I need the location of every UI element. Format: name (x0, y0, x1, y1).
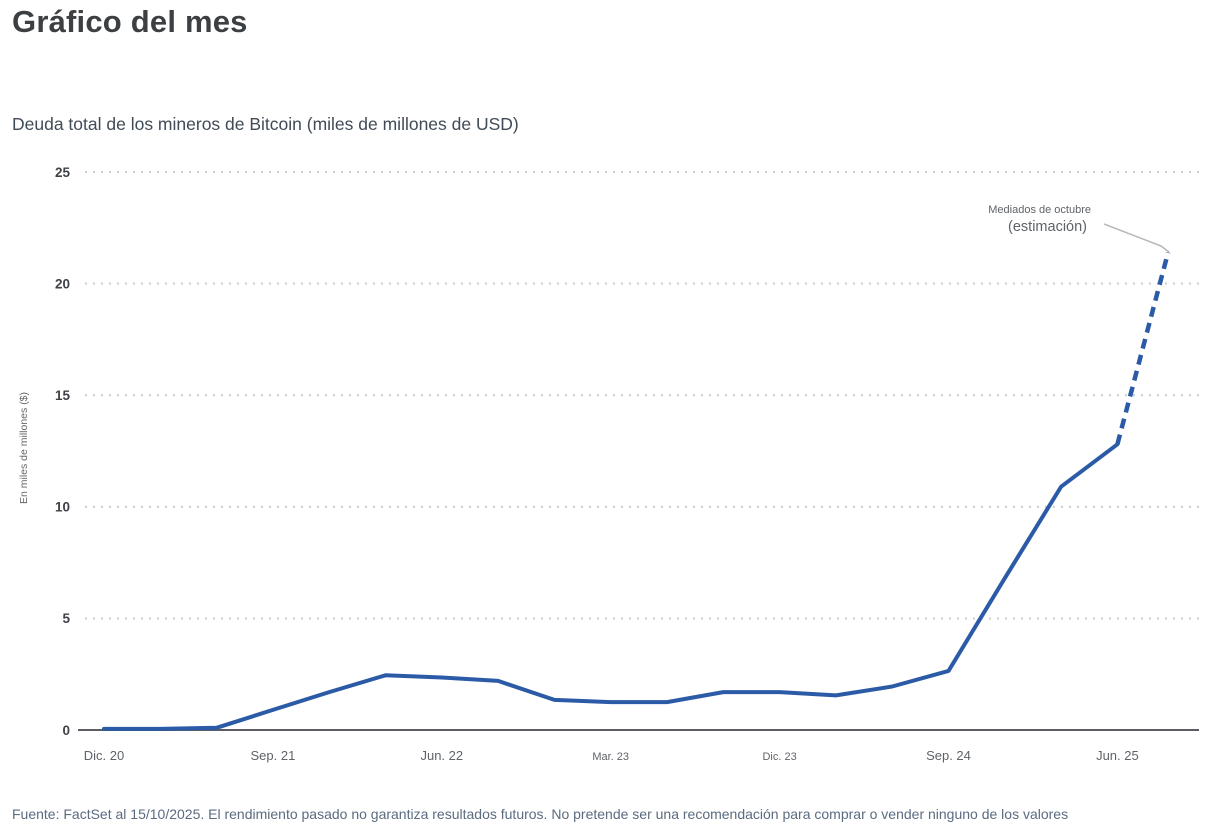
chart-line-dashed-estimate (1115, 251, 1171, 445)
x-tick-label-2: Jun. 22 (420, 748, 463, 763)
x-tick-label-1: Sep. 21 (250, 748, 295, 763)
estimate-annotation: Mediados de octubre (estimación) (988, 203, 1091, 237)
annotation-sublabel: (estimación) (1008, 219, 1087, 235)
y-axis-title: En miles de millones ($) (18, 392, 30, 504)
y-tick-label-0: 0 (62, 723, 70, 738)
chart-title: Deuda total de los mineros de Bitcoin (m… (12, 114, 519, 134)
annotation-label: Mediados de octubre (988, 204, 1091, 216)
y-tick-label-15: 15 (55, 388, 71, 403)
x-tick-label-3: Mar. 23 (592, 751, 629, 763)
annotation-callout-line (1103, 223, 1170, 253)
x-tick-label-5: Sep. 24 (926, 748, 971, 763)
chart-line-solid (102, 442, 1120, 731)
source-footnote: Fuente: FactSet al 15/10/2025. El rendim… (12, 806, 1069, 822)
x-tick-label-6: Jun. 25 (1096, 748, 1139, 763)
page-title: Gráfico del mes (12, 4, 248, 39)
x-tick-label-0: Dic. 20 (84, 748, 124, 763)
y-tick-label-5: 5 (62, 611, 70, 626)
y-tick-label-25: 25 (55, 165, 71, 180)
x-tick-label-4: Dic. 23 (762, 751, 796, 763)
y-tick-label-10: 10 (55, 500, 70, 515)
y-tick-label-20: 20 (55, 276, 70, 291)
